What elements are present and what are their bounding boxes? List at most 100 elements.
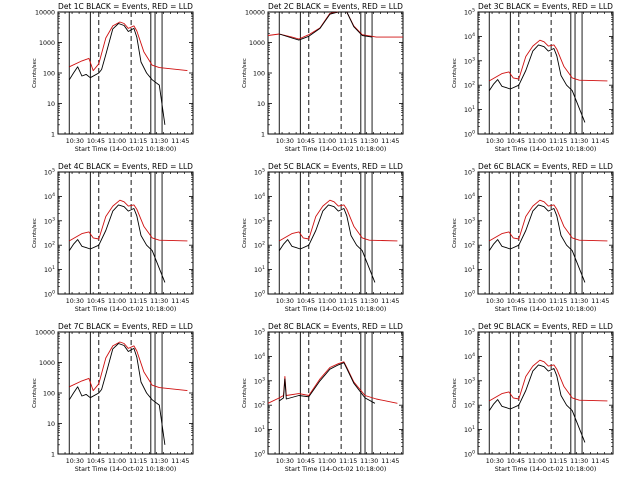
plot-frame xyxy=(477,171,614,295)
y-tick-label: 1 xyxy=(51,132,55,139)
lld-series-line xyxy=(279,199,398,242)
y-axis-label: Counts/sec xyxy=(452,58,458,88)
detector-panel-5: Det 5C BLACK = Events, RED = LLD 100 101 10… xyxy=(242,162,404,313)
events-series-line xyxy=(488,364,586,443)
x-tick-label: 11:00 xyxy=(318,138,336,145)
x-tick-label: 11:15 xyxy=(129,298,147,305)
x-tick-label: 11:00 xyxy=(528,298,546,305)
y-axis-label: Counts/sec xyxy=(242,378,248,408)
panel-title: Det 8C BLACK = Events, RED = LLD xyxy=(268,322,403,331)
detector-panel-6: Det 6C BLACK = Events, RED = LLD 100 101 10… xyxy=(452,162,614,313)
detector-panel-7: Det 7C BLACK = Events, RED = LLD 1 10 100 10… xyxy=(32,322,194,473)
events-series-line xyxy=(279,362,376,404)
y-tick-label: 100 xyxy=(464,450,475,459)
y-axis-label: Counts/sec xyxy=(452,378,458,408)
y-tick-label: 102 xyxy=(464,401,475,410)
y-tick-label: 101 xyxy=(254,425,265,434)
y-tick-label: 103 xyxy=(464,376,475,385)
y-tick-label: 101 xyxy=(464,105,475,114)
x-axis-label: Start Time (14-Oct-02 10:18:00) xyxy=(495,146,597,153)
y-tick-label: 1 xyxy=(261,132,265,139)
x-tick-label: 10:45 xyxy=(507,458,525,465)
lld-series-line xyxy=(69,199,188,242)
plot-frame xyxy=(477,331,614,455)
y-tick-label: 100 xyxy=(43,391,55,398)
y-axis-label: Counts/sec xyxy=(242,58,248,88)
y-tick-label: 104 xyxy=(464,352,475,361)
y-tick-label: 105 xyxy=(464,8,475,17)
events-series-line xyxy=(279,11,373,41)
plot-frame xyxy=(267,331,404,455)
y-tick-label: 10 xyxy=(257,101,265,108)
y-axis-label: Counts/sec xyxy=(32,218,38,248)
plot-frame xyxy=(267,11,404,135)
y-tick-label: 105 xyxy=(44,168,55,177)
x-tick-label: 11:30 xyxy=(360,138,378,145)
y-tick-label: 10 xyxy=(47,421,55,428)
y-tick-label: 10000 xyxy=(245,10,265,17)
x-tick-label: 11:15 xyxy=(339,298,357,305)
x-axis-label: Start Time (14-Oct-02 10:18:00) xyxy=(285,466,387,473)
x-axis-label: Start Time (14-Oct-02 10:18:00) xyxy=(75,306,177,313)
events-series-line xyxy=(68,343,166,445)
plot-frame xyxy=(477,11,614,135)
x-tick-label: 11:00 xyxy=(108,138,126,145)
lld-series-line xyxy=(489,359,608,402)
panel-title: Det 3C BLACK = Events, RED = LLD xyxy=(478,2,613,11)
x-tick-label: 11:00 xyxy=(108,298,126,305)
x-tick-label: 11:30 xyxy=(360,298,378,305)
y-tick-label: 100 xyxy=(464,290,475,299)
x-tick-label: 10:45 xyxy=(507,138,525,145)
x-tick-label: 11:15 xyxy=(549,298,567,305)
detector-panel-1: Det 1C BLACK = Events, RED = LLD 1 10 100 10… xyxy=(32,2,194,153)
y-tick-label: 10000 xyxy=(35,330,55,337)
y-tick-label: 101 xyxy=(464,265,475,274)
y-tick-label: 1000 xyxy=(249,40,265,47)
x-axis-label: Start Time (14-Oct-02 10:18:00) xyxy=(285,306,387,313)
y-tick-label: 104 xyxy=(254,352,265,361)
y-tick-label: 101 xyxy=(44,265,55,274)
x-tick-label: 11:00 xyxy=(528,138,546,145)
y-tick-label: 1000 xyxy=(39,40,55,47)
y-tick-label: 102 xyxy=(44,241,55,250)
y-tick-label: 105 xyxy=(254,328,265,337)
detector-panel-9: Det 9C BLACK = Events, RED = LLD 100 101 10… xyxy=(452,322,614,473)
y-axis-label: Counts/sec xyxy=(452,218,458,248)
panel-title: Det 7C BLACK = Events, RED = LLD xyxy=(58,322,193,331)
detector-panel-4: Det 4C BLACK = Events, RED = LLD 100 101 10… xyxy=(32,162,194,313)
panel-title: Det 1C BLACK = Events, RED = LLD xyxy=(58,2,193,11)
lld-series-line xyxy=(69,341,188,392)
y-tick-label: 103 xyxy=(464,56,475,65)
y-tick-label: 101 xyxy=(254,265,265,274)
x-tick-label: 11:45 xyxy=(591,138,609,145)
events-series-line xyxy=(488,204,586,283)
y-tick-label: 1000 xyxy=(39,360,55,367)
y-tick-label: 103 xyxy=(464,216,475,225)
x-tick-label: 10:30 xyxy=(66,458,84,465)
panel-title: Det 2C BLACK = Events, RED = LLD xyxy=(268,2,403,11)
x-tick-label: 11:15 xyxy=(339,458,357,465)
y-tick-label: 104 xyxy=(254,192,265,201)
x-tick-label: 11:45 xyxy=(171,458,189,465)
x-tick-label: 10:30 xyxy=(66,138,84,145)
lld-series-line xyxy=(267,11,403,40)
x-tick-label: 10:30 xyxy=(276,298,294,305)
x-tick-label: 10:30 xyxy=(276,138,294,145)
detector-panel-3: Det 3C BLACK = Events, RED = LLD 100 101 10… xyxy=(452,2,614,153)
panel-title: Det 9C BLACK = Events, RED = LLD xyxy=(478,322,613,331)
y-tick-label: 100 xyxy=(43,71,55,78)
lld-series-line xyxy=(69,21,188,72)
x-tick-label: 11:15 xyxy=(549,458,567,465)
y-tick-label: 1 xyxy=(51,452,55,459)
y-tick-label: 10000 xyxy=(35,10,55,17)
x-tick-label: 11:00 xyxy=(318,458,336,465)
events-series-line xyxy=(488,44,586,123)
y-tick-label: 103 xyxy=(254,376,265,385)
x-tick-label: 10:30 xyxy=(276,458,294,465)
x-tick-label: 11:45 xyxy=(381,458,399,465)
x-tick-label: 11:15 xyxy=(129,458,147,465)
y-tick-label: 100 xyxy=(253,71,265,78)
y-axis-label: Counts/sec xyxy=(242,218,248,248)
x-tick-label: 11:45 xyxy=(171,298,189,305)
